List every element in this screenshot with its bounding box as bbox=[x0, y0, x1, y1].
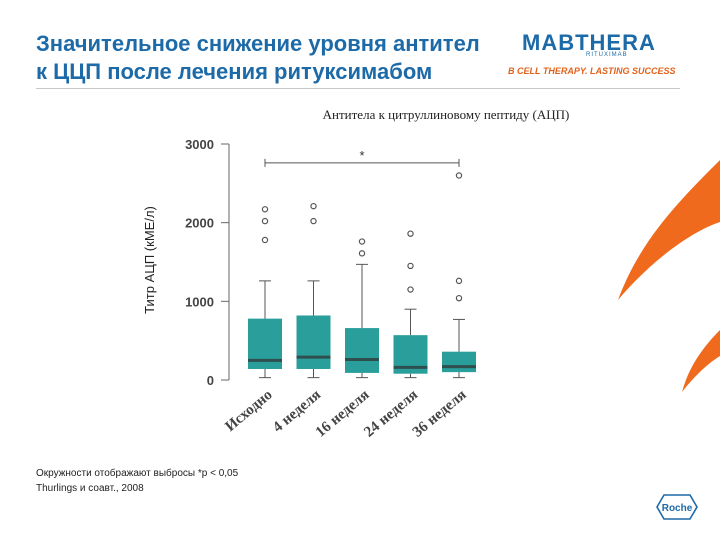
logo-brand-sub: RITUXIMAB bbox=[586, 52, 628, 58]
y-tick-label: 3000 bbox=[185, 137, 214, 152]
orange-swoosh bbox=[618, 160, 720, 300]
outlier-point bbox=[310, 217, 317, 225]
box-4 bbox=[442, 172, 476, 379]
box-3 bbox=[393, 230, 428, 379]
box-body bbox=[442, 351, 476, 373]
x-tick-label: Исходно bbox=[222, 387, 275, 435]
slide-title-line-1: Значительное снижение уровня антител bbox=[36, 31, 480, 56]
outlier-point bbox=[455, 294, 463, 302]
outlier-point bbox=[455, 277, 463, 285]
outlier-point bbox=[407, 286, 414, 293]
mabthera-logo: MABTHERA RITUXIMAB B CELL THERAPY. LASTI… bbox=[508, 30, 692, 80]
outlier-point bbox=[261, 217, 269, 225]
box-1 bbox=[296, 202, 331, 379]
outlier-point bbox=[261, 236, 269, 244]
y-tick-label: 0 bbox=[207, 373, 214, 388]
slide-title-line-2: к ЦЦП после лечения ритуксимабом bbox=[36, 59, 433, 84]
outlier-point bbox=[358, 250, 366, 257]
footnote-line-1: Окружности отображают выбросы *p < 0,05 bbox=[36, 468, 239, 479]
title-divider bbox=[36, 88, 680, 89]
box-2 bbox=[345, 238, 379, 379]
significance-bracket: * bbox=[264, 148, 460, 167]
roche-logo-text: Roche bbox=[662, 503, 693, 514]
box-series bbox=[248, 172, 476, 379]
outlier-point bbox=[407, 230, 414, 237]
outlier-point bbox=[455, 172, 463, 179]
y-tick-label: 2000 bbox=[185, 216, 214, 231]
outlier-point bbox=[407, 262, 414, 270]
footnote: Окружности отображают выбросы *p < 0,05 … bbox=[36, 466, 238, 496]
roche-logo: Roche bbox=[656, 494, 698, 520]
x-tick-label: 36 неделя bbox=[410, 387, 470, 441]
y-tick-label: 1000 bbox=[185, 294, 214, 309]
orange-swoosh-tail bbox=[682, 330, 720, 392]
box-0 bbox=[248, 206, 282, 379]
outlier-point bbox=[261, 206, 269, 213]
significance-label: * bbox=[359, 148, 364, 163]
box-body bbox=[345, 328, 379, 373]
logo-brand: MABTHERA bbox=[522, 30, 656, 55]
slide-title: Значительное снижение уровня антител к Ц… bbox=[36, 30, 506, 86]
y-axis-ticks: 0 1000 2000 3000 bbox=[185, 137, 229, 388]
outlier-point bbox=[358, 238, 366, 245]
outlier-point bbox=[310, 202, 317, 210]
box-body bbox=[296, 315, 331, 369]
y-axis-label: Титр АЦП (кМЕ/л) bbox=[142, 206, 157, 314]
logo-tagline: B CELL THERAPY. LASTING SUCCESS bbox=[508, 66, 676, 76]
chart-title: Антитела к цитруллиновому пептиду (АЦП) bbox=[323, 107, 570, 122]
footnote-line-2: Thurlings и соавт., 2008 bbox=[36, 483, 144, 494]
